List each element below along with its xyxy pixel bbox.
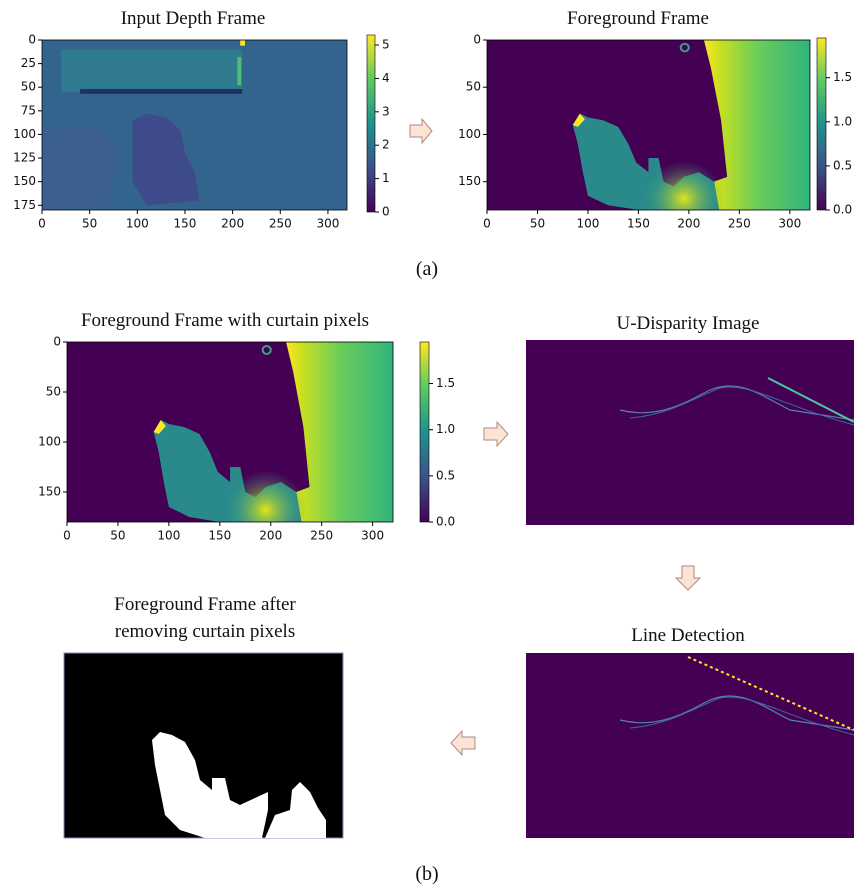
image-title: U-Disparity Image [617,313,760,334]
x-tick-label: 100 [126,217,149,231]
x-tick-label: 300 [778,217,801,231]
colorbar [816,37,827,211]
colorbar [366,34,376,213]
y-tick-label: 175 [13,198,36,212]
x-tick-label: 300 [316,217,339,231]
colorbar-tick-label: 5 [382,38,390,52]
mask-image [63,652,344,839]
x-tick-label: 250 [269,217,292,231]
u-disparity-image [526,340,854,525]
y-tick-label: 100 [38,435,61,449]
axes-frame [41,39,348,211]
y-tick-label: 0 [28,33,36,47]
x-tick-label: 300 [361,529,384,543]
y-tick-label: 100 [458,127,481,141]
axes-frame [486,39,811,211]
colorbar-tick-label: 4 [382,71,390,85]
colorbar-tick-label: 0.0 [833,203,852,217]
x-tick-label: 250 [728,217,751,231]
colorbar-tick-label: 0.5 [833,158,852,172]
y-tick-label: 150 [13,174,36,188]
y-tick-label: 50 [46,385,61,399]
colorbar [419,341,430,523]
colorbar-tick-label: 1 [382,171,390,185]
y-tick-label: 150 [458,174,481,188]
line-detection-image [526,653,854,838]
y-tick-label: 75 [21,103,36,117]
caption: (a) [416,258,438,280]
depth-image [42,40,347,210]
colorbar-tick-label: 0 [382,205,390,219]
arrows [409,117,702,757]
x-tick-label: 150 [174,217,197,231]
image-title: Foreground Frame after [114,594,296,615]
x-tick-label: 200 [259,529,282,543]
foreground-image [485,38,811,211]
colorbar-tick-label: 3 [382,104,390,118]
x-tick-label: 100 [576,217,599,231]
image-title: removing curtain pixels [115,621,295,642]
axes-frame [66,341,394,523]
colorbar-tick-label: 0.5 [436,468,455,482]
panel-title: Foreground Frame [567,8,709,29]
x-tick-label: 150 [627,217,650,231]
y-tick-label: 0 [53,335,61,349]
panel-title: Input Depth Frame [121,8,266,29]
x-tick-label: 0 [38,217,46,231]
x-tick-label: 50 [110,529,125,543]
x-tick-label: 100 [157,529,180,543]
x-tick-label: 0 [63,529,71,543]
y-tick-label: 125 [13,151,36,165]
y-tick-label: 25 [21,56,36,70]
x-tick-label: 200 [221,217,244,231]
x-tick-label: 200 [677,217,700,231]
x-tick-label: 150 [208,529,231,543]
x-tick-label: 250 [310,529,333,543]
colorbar-tick-label: 0.0 [436,515,455,529]
y-tick-label: 100 [13,127,36,141]
colorbar-tick-label: 1.0 [833,114,852,128]
image-title: Line Detection [631,625,745,646]
x-tick-label: 50 [530,217,545,231]
y-tick-label: 50 [21,80,36,94]
colorbar-tick-label: 2 [382,138,390,152]
foreground-curtain-image [65,340,395,524]
x-tick-label: 50 [82,217,97,231]
caption: (b) [415,863,438,885]
colorbar-tick-label: 1.0 [436,422,455,436]
colorbar-tick-label: 1.5 [436,376,455,390]
y-tick-label: 50 [466,80,481,94]
y-tick-label: 0 [473,33,481,47]
panel-title: Foreground Frame with curtain pixels [81,310,369,331]
y-tick-label: 150 [38,485,61,499]
colorbar-tick-label: 1.5 [833,70,852,84]
x-tick-label: 0 [483,217,491,231]
